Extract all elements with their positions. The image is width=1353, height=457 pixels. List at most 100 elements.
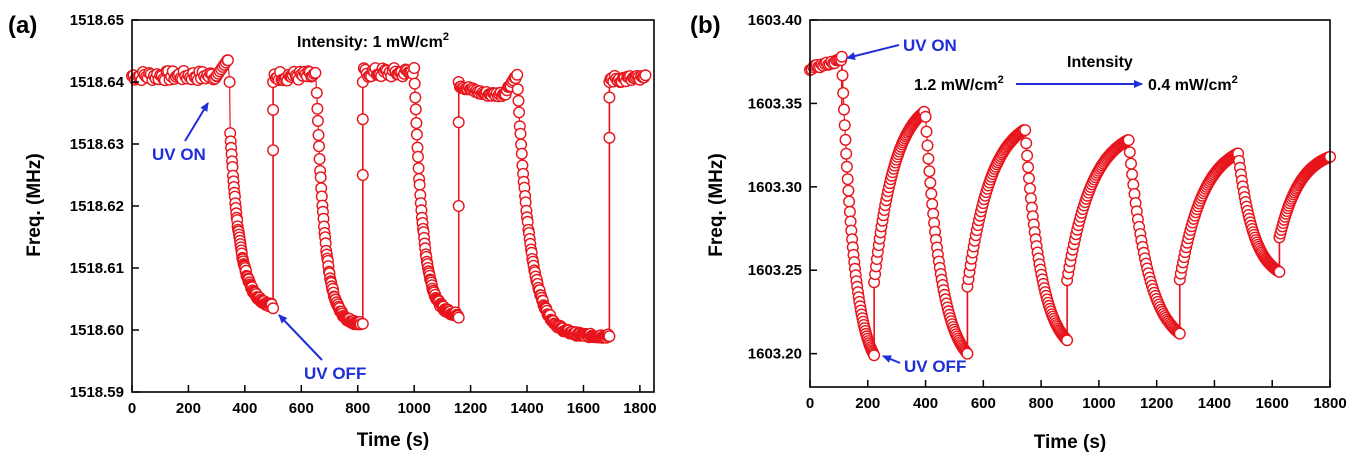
data-point — [408, 77, 421, 90]
data-point — [1122, 134, 1135, 147]
panel-a-y-ticks: 1518.59 1518.60 1518.61 1518.62 1518.63 1518.… — [70, 12, 139, 401]
data-point — [920, 125, 933, 138]
data-point — [840, 147, 853, 160]
data-point — [1023, 172, 1036, 185]
data-point — [410, 128, 423, 141]
data-point — [1021, 149, 1034, 162]
panel-b-y-axis-label: Freq. (MHz) — [706, 153, 727, 256]
y-tick-label: 1518.63 — [70, 136, 124, 153]
data-point — [842, 184, 855, 197]
panel-a-intensity-text: Intensity: 1 mW/cm — [297, 34, 443, 51]
data-point — [841, 173, 854, 186]
data-point — [1124, 157, 1137, 170]
panel-b-intensity-end-text: 0.4 mW/cm — [1148, 77, 1232, 94]
data-point — [1173, 327, 1186, 340]
panel-a-intensity-title: Intensity: 1 mW/cm2 — [297, 31, 449, 51]
panel-b-uv-on-label: UV ON — [903, 36, 957, 55]
panel-b-uv-off-arrow — [882, 355, 901, 364]
panel-a-data-points — [125, 54, 652, 344]
panel-b-plot-frame — [809, 19, 1331, 388]
data-point — [267, 144, 280, 157]
data-point — [408, 62, 421, 75]
data-point — [839, 133, 852, 146]
data-point — [309, 66, 322, 79]
panel-b-intensity-start: 1.2 mW/cm2 — [914, 74, 1004, 94]
x-tick-label: 1200 — [1140, 395, 1173, 412]
data-point — [514, 127, 527, 140]
data-point — [513, 106, 526, 119]
x-tick-label: 1400 — [510, 400, 543, 417]
panel-a-uv-on-arrow — [184, 102, 209, 142]
x-tick-label: 400 — [232, 400, 257, 417]
x-tick-label: 1800 — [623, 400, 656, 417]
data-point — [639, 69, 652, 82]
panel-b-intensity-end-sup: 2 — [1232, 74, 1238, 86]
y-tick-label: 1518.60 — [70, 322, 124, 339]
data-point — [922, 152, 935, 165]
data-point — [1126, 168, 1139, 181]
panel-a-uv-off-label: UV OFF — [304, 364, 366, 383]
data-point — [1273, 265, 1286, 278]
panel-a-x-axis-label: Time (s) — [357, 430, 430, 451]
data-point — [409, 91, 422, 104]
panel-b-intensity-word: Intensity — [1067, 54, 1133, 71]
data-point — [412, 150, 425, 163]
data-point — [843, 205, 856, 218]
x-tick-label: 200 — [855, 395, 880, 412]
x-tick-label: 200 — [176, 400, 201, 417]
panel-b: 0 200 400 600 800 1000 1200 1400 1600 1800 1603.2… — [690, 12, 1347, 453]
y-tick-label: 1518.59 — [70, 384, 124, 401]
data-point — [311, 114, 324, 127]
data-point — [356, 113, 369, 126]
x-tick-label: 400 — [913, 395, 938, 412]
data-point — [512, 94, 525, 107]
data-point — [921, 139, 934, 152]
panel-b-x-ticks: 0 200 400 600 800 1000 1200 1400 1600 1800 — [806, 380, 1347, 412]
data-point — [603, 330, 616, 343]
panel-b-intensity-end: 0.4 mW/cm2 — [1148, 74, 1238, 94]
x-tick-label: 600 — [971, 395, 996, 412]
data-point — [1023, 182, 1036, 195]
x-tick-label: 1800 — [1313, 395, 1346, 412]
data-point — [452, 199, 465, 212]
data-point — [313, 152, 326, 165]
panel-a: 0 200 400 600 800 1000 1200 1400 1600 1800 1518.5… — [8, 12, 657, 451]
data-point — [310, 86, 323, 99]
data-point — [926, 198, 939, 211]
panel-a-series-line — [131, 59, 646, 340]
panel-b-x-axis-label: Time (s) — [1034, 432, 1107, 453]
y-tick-label: 1603.20 — [748, 346, 802, 363]
data-point — [1022, 161, 1035, 174]
data-point — [838, 119, 851, 132]
data-point — [267, 103, 280, 116]
data-point — [924, 176, 937, 189]
x-tick-label: 0 — [128, 400, 136, 417]
data-point — [511, 83, 524, 96]
data-point — [356, 317, 369, 330]
data-point — [511, 68, 524, 81]
x-tick-label: 0 — [806, 395, 814, 412]
data-point — [925, 187, 938, 200]
y-tick-label: 1603.30 — [748, 179, 802, 196]
data-point — [961, 347, 974, 360]
y-tick-label: 1518.65 — [70, 12, 124, 29]
y-tick-label: 1603.35 — [748, 95, 802, 112]
data-point — [843, 195, 856, 208]
data-point — [840, 160, 853, 173]
data-point — [835, 50, 848, 63]
data-point — [919, 110, 932, 123]
x-tick-label: 1600 — [1256, 395, 1289, 412]
data-point — [1123, 146, 1136, 159]
data-point — [356, 168, 369, 181]
panel-a-x-ticks: 0 200 400 600 800 1000 1200 1400 1600 1800 — [128, 385, 657, 417]
data-point — [923, 165, 936, 178]
data-point — [314, 171, 327, 184]
data-point — [223, 75, 236, 88]
data-point — [413, 178, 426, 191]
panel-b-data-points — [804, 50, 1336, 362]
x-tick-label: 1400 — [1198, 395, 1231, 412]
data-point — [836, 69, 849, 82]
panel-a-label: (a) — [8, 12, 37, 39]
y-tick-label: 1603.25 — [748, 262, 802, 279]
